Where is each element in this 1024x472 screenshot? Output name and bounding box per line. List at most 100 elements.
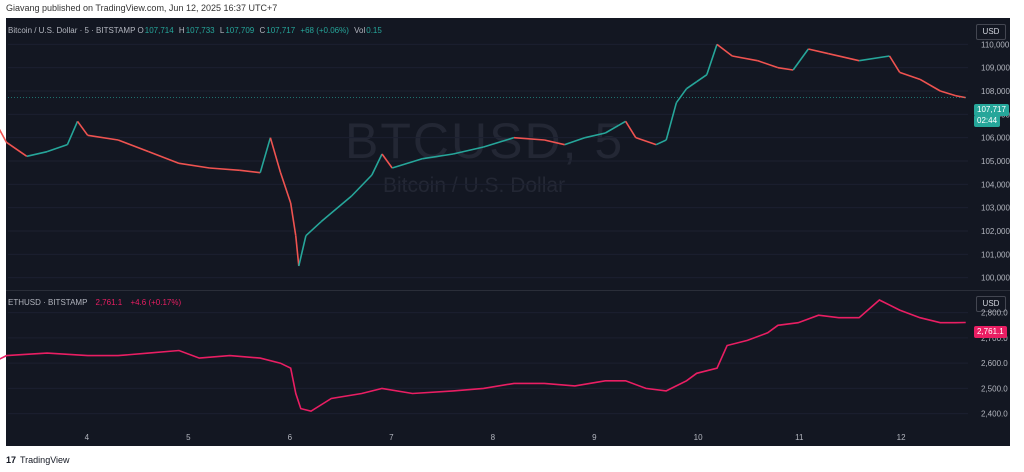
btc-series-segment — [87, 134, 119, 141]
x-tick-6: 6 — [288, 433, 293, 442]
eth-price-value: 2,761.1 — [95, 298, 123, 307]
close-value: 107,717 — [266, 26, 296, 35]
btc-series-segment — [351, 174, 373, 197]
x-tick-12: 12 — [897, 433, 906, 442]
btc-series-segment — [422, 153, 454, 160]
btc-series-segment — [919, 78, 941, 92]
tradingview-brand: TradingView — [20, 455, 70, 465]
btc-series-segment — [665, 102, 678, 141]
btc-countdown-tag: 02:44 — [974, 115, 1001, 127]
btc-series-segment — [888, 55, 901, 73]
btc-series-segment — [655, 139, 667, 146]
high-label: H — [178, 26, 185, 35]
btc-series-segment — [899, 71, 921, 81]
btc-series-segment — [624, 120, 637, 139]
btc-series-segment — [604, 120, 627, 134]
btc-legend: Bitcoin / U.S. Dollar · 5 · BITSTAMP O10… — [8, 26, 385, 35]
btc-series-segment — [381, 153, 393, 169]
y-tick-eth-4: 2,800.0 — [981, 309, 1008, 318]
btc-series-segment — [635, 136, 657, 146]
btc-series-segment — [828, 52, 860, 62]
btc-series-segment — [371, 153, 383, 176]
y-tick-btc-0: 100,000 — [981, 274, 1010, 283]
btc-series-segment — [320, 195, 353, 223]
btc-series-segment — [858, 55, 890, 62]
low-label: L — [219, 26, 225, 35]
btc-series-segment — [483, 136, 515, 148]
high-value: 107,733 — [185, 26, 215, 35]
open-value: 107,714 — [144, 26, 174, 35]
watermark-name: Bitcoin / U.S. Dollar — [383, 174, 566, 197]
tradingview-logo-icon: 17 — [6, 455, 17, 465]
btc-series-segment — [178, 162, 210, 169]
btc-series-segment — [289, 202, 297, 236]
btc-series-segment — [792, 48, 809, 71]
published-by-text: Giavang published on TradingView.com, Ju… — [6, 3, 278, 13]
x-tick-11: 11 — [795, 433, 804, 442]
x-tick-7: 7 — [389, 433, 394, 442]
btc-series-segment — [209, 167, 240, 172]
close-label: C — [259, 26, 266, 35]
btc-series-segment — [940, 90, 956, 97]
y-tick-btc-1: 101,000 — [981, 250, 1010, 259]
vol-label: Vol — [354, 26, 366, 35]
btc-series-segment — [716, 43, 733, 57]
btc-series-segment — [148, 150, 180, 165]
y-tick-eth-3: 2,700.0 — [981, 334, 1008, 343]
y-tick-btc-4: 104,000 — [981, 180, 1010, 189]
eth-symbol[interactable]: ETHUSD · BITSTAMP — [8, 298, 88, 307]
btc-series-segment — [675, 88, 688, 104]
y-tick-btc-2: 102,000 — [981, 227, 1010, 236]
btc-series-segment — [686, 81, 698, 90]
btc-series-segment — [294, 235, 300, 267]
tradingview-footer[interactable]: 17 TradingView — [6, 455, 70, 465]
btc-series-segment — [298, 235, 307, 267]
btc-symbol[interactable]: Bitcoin / U.S. Dollar · 5 · BITSTAMP — [8, 26, 136, 35]
btc-series-segment — [391, 157, 423, 169]
x-tick-8: 8 — [491, 433, 496, 442]
vol-value: 0.15 — [366, 26, 382, 35]
btc-series-segment — [117, 139, 149, 153]
btc-series-segment — [6, 141, 28, 157]
eth-legend: ETHUSD · BITSTAMP 2,761.1 +4.6 (+0.17%) — [8, 298, 181, 307]
y-tick-btc-6: 106,000 — [981, 134, 1010, 143]
btc-series-segment — [955, 94, 966, 99]
x-tick-9: 9 — [592, 433, 597, 442]
x-tick-10: 10 — [694, 433, 703, 442]
btc-series-segment — [706, 44, 718, 75]
currency-button-bottom[interactable]: USD — [976, 296, 1006, 312]
eth-series-line — [0, 299, 966, 413]
y-tick-btc-8: 108,000 — [981, 87, 1010, 96]
y-tick-eth-1: 2,500.0 — [981, 384, 1008, 393]
btc-series-segment — [279, 172, 292, 204]
btc-series-segment — [544, 139, 565, 146]
y-tick-eth-2: 2,600.0 — [981, 359, 1008, 368]
low-value: 107,709 — [225, 26, 255, 35]
x-tick-5: 5 — [186, 433, 191, 442]
eth-change-value: +4.6 (+0.17%) — [130, 298, 182, 307]
currency-button-top[interactable]: USD — [976, 24, 1006, 40]
open-label: O — [137, 26, 144, 35]
btc-series-segment — [259, 137, 272, 173]
btc-series-segment — [513, 136, 545, 141]
y-tick-btc-9: 109,000 — [981, 64, 1010, 73]
btc-series-segment — [732, 55, 758, 62]
btc-series-segment — [696, 74, 708, 83]
y-tick-btc-10: 110,000 — [981, 40, 1010, 49]
btc-price-tag: 107,717 — [974, 104, 1009, 116]
y-tick-btc-3: 103,000 — [981, 204, 1010, 213]
pane-separator[interactable] — [6, 290, 1010, 291]
btc-series-segment — [0, 128, 8, 143]
btc-series-segment — [46, 143, 68, 153]
btc-series-segment — [76, 120, 89, 136]
btc-series-segment — [564, 136, 586, 146]
chart-panel[interactable] — [6, 18, 1010, 446]
y-tick-btc-5: 105,000 — [981, 157, 1010, 166]
x-tick-4: 4 — [85, 433, 90, 442]
btc-series-segment — [26, 150, 48, 158]
btc-series-segment — [239, 169, 261, 174]
btc-series-segment — [757, 59, 779, 69]
btc-series-segment — [269, 137, 282, 173]
btc-series-segment — [66, 121, 79, 145]
